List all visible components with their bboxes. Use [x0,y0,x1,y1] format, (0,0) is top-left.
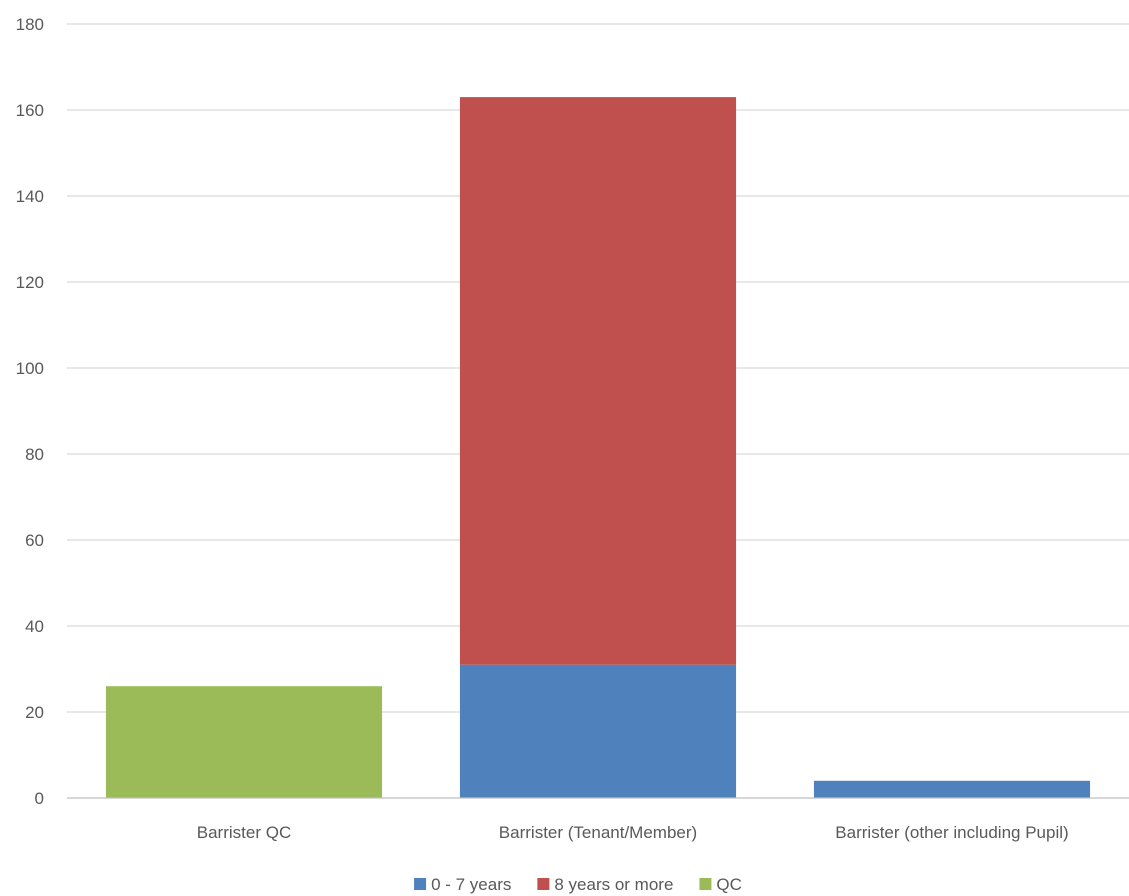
y-tick-label: 60 [25,531,44,550]
bars [105,97,1091,798]
bar-segment [813,780,1091,798]
bar-segment [459,664,737,798]
x-category-label: Barrister (other including Pupil) [835,823,1068,842]
legend-swatch [414,878,427,890]
legend-swatch [537,878,550,890]
y-tick-label: 120 [16,273,44,292]
y-tick-label: 0 [35,789,44,808]
y-tick-label: 100 [16,359,44,378]
legend-label: QC [716,875,742,894]
y-tick-label: 140 [16,187,44,206]
x-category-label: Barrister (Tenant/Member) [499,823,697,842]
x-category-label: Barrister QC [197,823,291,842]
legend-label: 8 years or more [554,875,673,894]
y-axis-tick-labels: 0 20 40 60 80 100 120 140 160 180 [16,15,44,808]
legend-item: 0 - 7 years [414,875,511,894]
legend-label: 0 - 7 years [431,875,511,894]
y-tick-label: 40 [25,617,44,636]
legend-item: 8 years or more [537,875,673,894]
legend-swatch [699,878,712,890]
x-axis-category-labels: Barrister QC Barrister (Tenant/Member) Bar… [197,823,1069,842]
legend: 0 - 7 years 8 years or more QC [414,875,742,894]
legend-item: QC [699,875,742,894]
bar-segment [459,97,737,665]
y-tick-label: 180 [16,15,44,34]
bar-segment [105,686,383,798]
y-tick-label: 80 [25,445,44,464]
y-tick-label: 160 [16,101,44,120]
y-tick-label: 20 [25,703,44,722]
